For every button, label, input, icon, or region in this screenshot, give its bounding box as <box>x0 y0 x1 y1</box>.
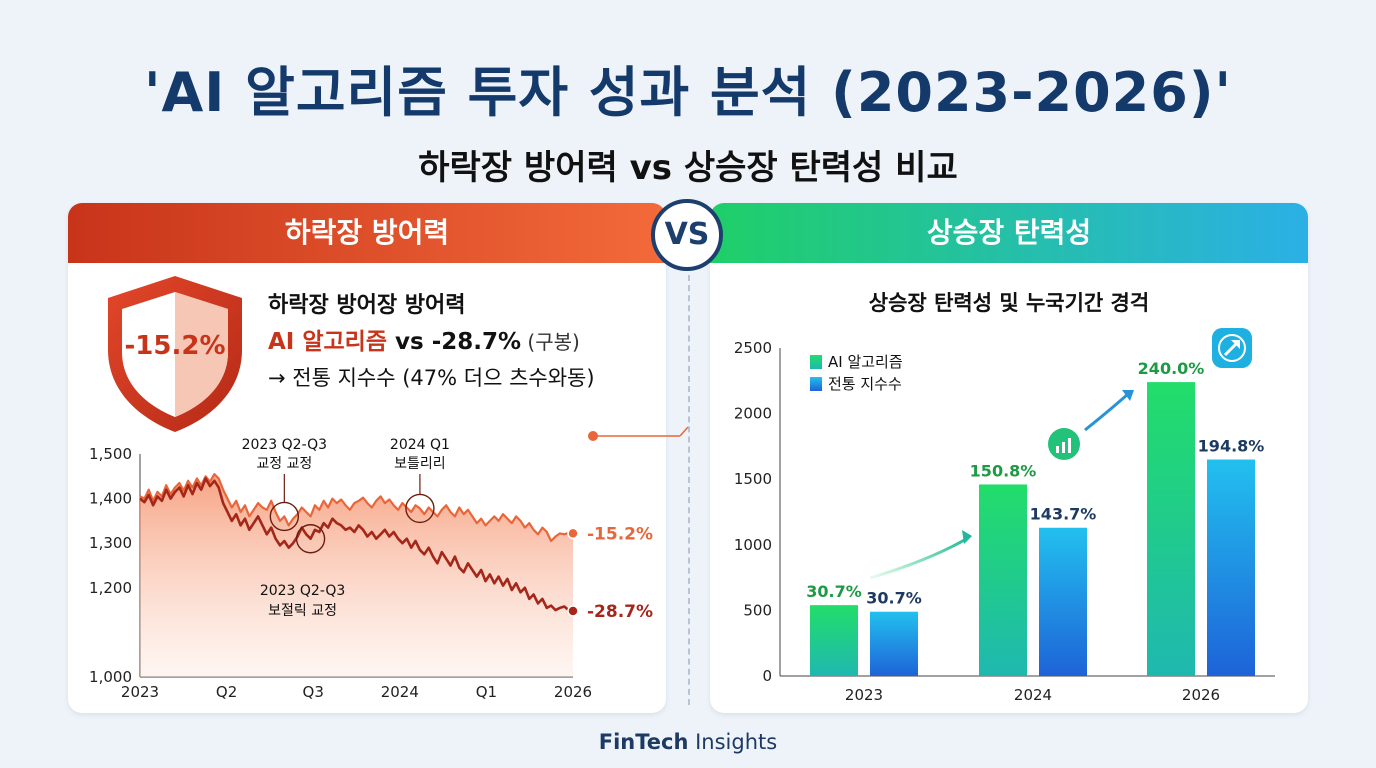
line-x-tick-label: Q3 <box>303 683 324 701</box>
line-x-tick-label: 2023 <box>121 683 159 701</box>
index-bar <box>870 611 918 676</box>
series-end-label: -28.7% <box>587 602 653 622</box>
annotation-label: 2023 Q2-Q3 <box>260 583 346 599</box>
line-x-tick-label: Q2 <box>216 683 237 701</box>
footer-brand-light: Insights <box>688 730 778 754</box>
index-bar <box>1039 527 1087 676</box>
growth-arrow-2 <box>1084 392 1129 432</box>
shield-value: -15.2% <box>125 331 226 361</box>
callout-line-1: 하락장 방어장 방어력 <box>268 293 466 318</box>
series-end-point <box>567 527 579 540</box>
bar-value-label: 30.7% <box>806 582 862 601</box>
bar-y-tick-label: 2000 <box>734 405 772 423</box>
panel-connector <box>588 426 689 441</box>
bar-y-tick-label: 2500 <box>734 339 772 357</box>
series-end-label: -15.2% <box>587 524 653 544</box>
callout-line-3: → 전통 지수수 (47% 더으 츠수와동) <box>268 366 595 390</box>
annotation-circle <box>295 524 326 554</box>
ai-area-fill <box>140 474 573 677</box>
icon-bar <box>1062 442 1065 453</box>
annotation-sublabel: 보틀리리 <box>394 456 446 472</box>
downturn-defense-heading: 하락장 방어력 <box>68 203 666 263</box>
growth-arrow-1 <box>869 536 969 580</box>
bar-y-tick-label: 500 <box>743 601 772 619</box>
callout-line-2: AI 알고리즘 vs -28.7% (구봉) <box>268 322 580 356</box>
ai-bar <box>1147 382 1195 676</box>
annotation-label: 2024 Q1 <box>390 437 450 453</box>
bar-value-label: 150.8% <box>970 461 1037 480</box>
legend-label: AI 알고리즘 <box>828 353 903 371</box>
bar-y-tick-label: 1500 <box>734 470 772 488</box>
bar-y-tick-label: 1000 <box>734 536 772 554</box>
footer-brand-bold: FinTech <box>598 730 689 754</box>
line-y-tick-label: 1,500 <box>89 445 132 463</box>
ai-series-line <box>139 473 574 543</box>
bar-value-label: 143.7% <box>1030 505 1097 524</box>
annotation-sublabel: 교정 교정 <box>256 456 312 472</box>
bar-chart-title: 상승장 탄력성 및 누국기간 경걱 <box>868 291 1150 315</box>
up-arrow-icon-head <box>1231 340 1240 349</box>
up-arrow-icon-ring <box>1218 334 1246 362</box>
line-chart: 1,000 1,200 1,300 1,400 1,500 2023 Q2 Q3 2024 Q1 2… <box>89 437 653 701</box>
line-y-tick-label: 1,400 <box>89 490 132 508</box>
ai-bar <box>979 484 1027 676</box>
footer-brand: FinTech Insights <box>0 730 1376 754</box>
growth-arrowhead-1 <box>962 530 972 544</box>
page-subtitle: 하락장 방어력 vs 상승장 탄력성 비교 <box>418 148 958 188</box>
line-x-tick-label: 2024 <box>381 683 419 701</box>
panel-divider <box>688 275 690 705</box>
index-series-line <box>139 477 574 613</box>
line-x-tick-label: 2026 <box>554 683 592 701</box>
bar-y-tick-label: 0 <box>762 667 772 685</box>
index-bar <box>1207 459 1255 676</box>
page-title: 'AI 알고리즘 투자 성과 분석 (2023-2026)' <box>143 61 1233 124</box>
bar-value-label: 194.8% <box>1198 437 1265 456</box>
callout-ai-label: AI 알고리즘 <box>268 329 388 355</box>
shield-icon: -15.2% <box>108 276 242 432</box>
line-y-tick-label: 1,000 <box>89 668 132 686</box>
connector-tick <box>679 426 689 437</box>
annotation-label: 2023 Q2-Q3 <box>242 437 328 453</box>
series-end-point <box>567 605 579 617</box>
ai-bar <box>810 605 858 676</box>
bar-x-tick-label: 2026 <box>1182 686 1220 704</box>
line-y-tick-label: 1,300 <box>89 534 132 552</box>
line-x-tick-label: Q1 <box>476 683 497 701</box>
icon-bar <box>1068 438 1071 453</box>
growth-arrowhead-2 <box>1122 390 1134 401</box>
line-y-tick-label: 1,200 <box>89 579 132 597</box>
callout-vs: vs <box>387 329 432 355</box>
bar-x-tick-label: 2024 <box>1014 686 1052 704</box>
bar-value-label: 30.7% <box>866 589 922 608</box>
annotation-sublabel: 보절릭 교정 <box>268 603 337 619</box>
upturn-resilience-heading: 상승장 탄력성 <box>710 203 1308 263</box>
legend-swatch <box>810 355 822 369</box>
bar-x-tick-label: 2023 <box>845 686 883 704</box>
callout-index-value: -28.7% <box>431 329 522 355</box>
legend-swatch <box>810 377 822 391</box>
legend-label: 전통 지수수 <box>828 375 902 393</box>
vs-badge: VS <box>651 199 723 271</box>
callout-paren: (구봉) <box>521 330 580 354</box>
bar-value-label: 240.0% <box>1138 359 1205 378</box>
icon-bar <box>1056 446 1059 453</box>
